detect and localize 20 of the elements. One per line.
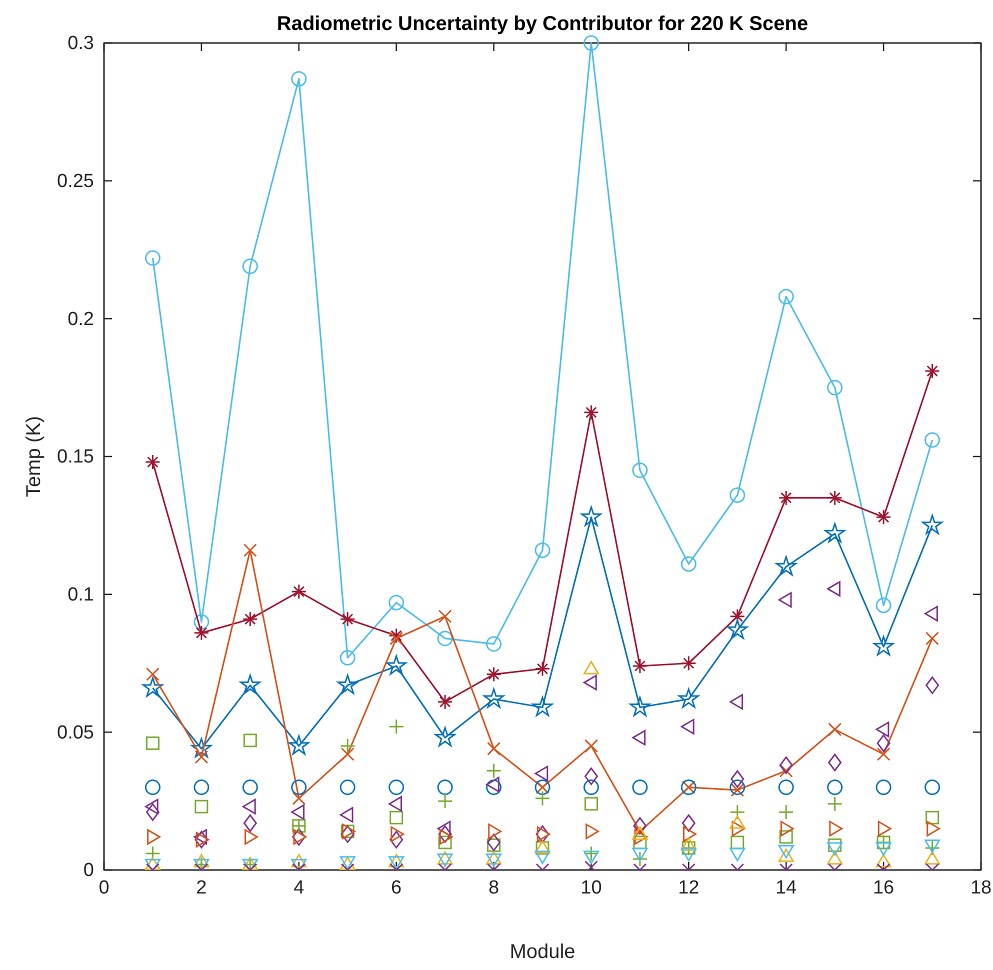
y-tick-label: 0.25 (57, 170, 94, 192)
x-tick-label: 6 (391, 877, 402, 898)
x-tick-label: 10 (580, 877, 602, 898)
chart-title: Radiometric Uncertainty by Contributor for 220 K Scene (276, 13, 808, 35)
y-tick-label: 0.1 (68, 584, 94, 606)
y-axis-title: Temp (K) (23, 416, 45, 498)
x-tick-label: 14 (776, 877, 798, 898)
x-tick-label: 16 (872, 877, 894, 898)
y-tick-label: 0 (83, 860, 94, 882)
x-tick-label: 18 (970, 877, 992, 898)
y-tick-label: 0.05 (57, 722, 94, 744)
y-tick-label: 0.3 (68, 33, 94, 54)
x-tick-label: 2 (196, 877, 207, 898)
y-tick-label: 0.15 (57, 446, 94, 468)
x-tick-label: 12 (678, 877, 700, 898)
y-tick-label: 0.2 (68, 308, 94, 330)
x-tick-label: 0 (98, 877, 110, 898)
x-tick-label: 8 (488, 877, 500, 898)
x-tick-label: 4 (294, 877, 305, 898)
x-axis-title: Module (510, 941, 576, 963)
